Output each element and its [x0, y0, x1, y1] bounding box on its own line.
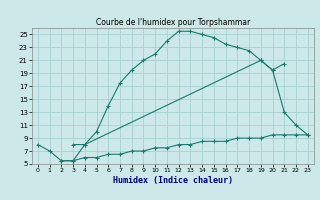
- Title: Courbe de l'humidex pour Torpshammar: Courbe de l'humidex pour Torpshammar: [96, 18, 250, 27]
- X-axis label: Humidex (Indice chaleur): Humidex (Indice chaleur): [113, 176, 233, 185]
